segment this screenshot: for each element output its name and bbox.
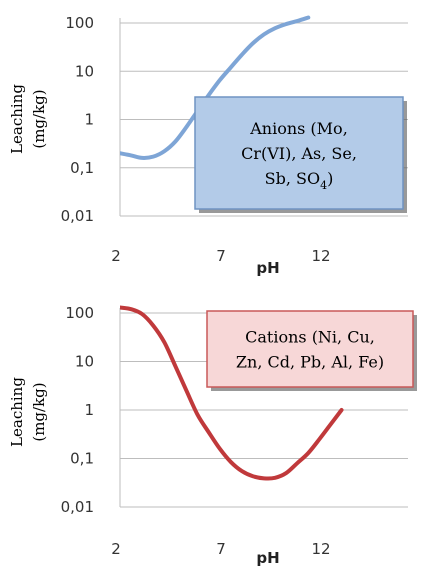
y-tick-label: 0,1: [70, 450, 94, 468]
y-tick-label: 0,01: [61, 498, 94, 516]
y-axis-label: Leaching (mg/kg): [8, 84, 48, 154]
x-axis-label: pH: [256, 549, 279, 566]
y-tick-label: 0,01: [61, 207, 94, 225]
annotation-text-line: Zn, Cd, Pb, Al, Fe): [236, 353, 384, 372]
annotation-box: [206, 310, 414, 388]
chart-panel-1: 100 10 1 0,1 0,01 2 7 12 pH Leaching (mg/kg) Anions…: [8, 14, 408, 277]
annotation-box: [194, 96, 404, 210]
y-tick-label: 10: [75, 62, 94, 80]
x-axis-label: pH: [256, 259, 279, 277]
y-tick-label: 10: [75, 353, 94, 371]
y-axis-label: Leaching (mg/kg): [8, 377, 48, 447]
annotation-text-line: Cations (Ni, Cu,: [245, 328, 375, 347]
series-line: [120, 15, 311, 160]
x-tick-label: 2: [111, 247, 121, 265]
y-tick-label: 100: [65, 304, 94, 322]
annotation-text-line: Cr(VI), As, Se,: [241, 144, 357, 163]
y-axis-label-line-1: Leaching: [8, 84, 26, 154]
x-tick-label: 7: [216, 540, 226, 558]
y-axis-label-line-2: (mg/kg): [30, 382, 48, 441]
y-tick-label: 1: [84, 401, 94, 419]
y-axis-label-line-1: Leaching: [8, 377, 26, 447]
annotation-text-line: Sb, SO4): [265, 169, 334, 192]
y-tick-label: 0,1: [70, 159, 94, 177]
x-tick-label: 12: [311, 540, 330, 558]
chart-panel-2: 100 10 1 0,1 0,01 2 7 12 pH Leaching (mg/kg) Cation…: [8, 304, 417, 566]
x-tick-label: 7: [216, 247, 226, 265]
y-tick-label: 1: [84, 111, 94, 129]
x-tick-label: 12: [311, 247, 330, 265]
annotation-text-line: Anions (Mo,: [249, 119, 348, 138]
annotation-subscript: 4: [320, 179, 327, 192]
y-axis-label-line-2: (mg/kg): [30, 89, 48, 148]
y-tick-label: 100: [65, 14, 94, 32]
x-tick-label: 2: [111, 540, 121, 558]
series-line: [120, 305, 344, 481]
